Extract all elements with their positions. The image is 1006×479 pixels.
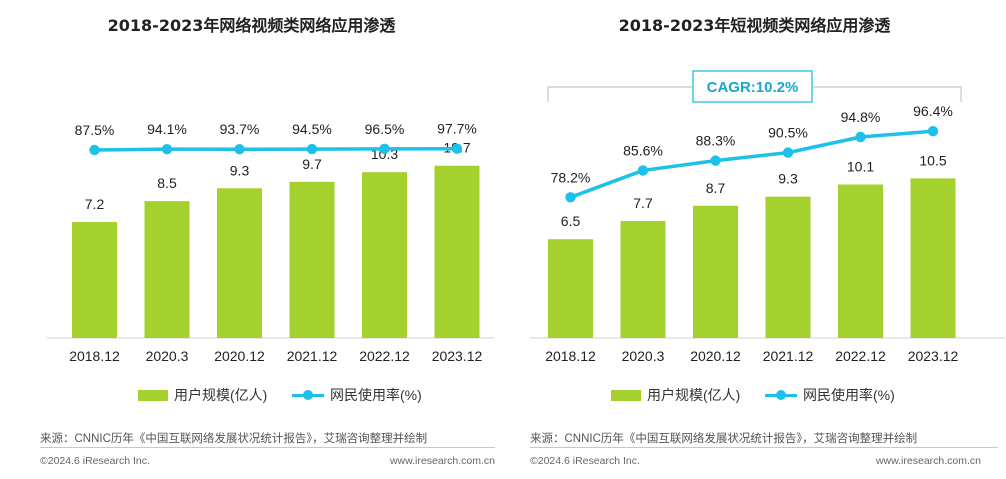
bar-value-label: 10.5: [919, 152, 946, 168]
legend-item-users: 用户规模(亿人): [138, 385, 267, 405]
rate-value-label: 96.5%: [365, 121, 405, 137]
footer-divider: [530, 447, 998, 448]
bar-2021.12: [765, 196, 811, 338]
rate-point: [782, 147, 794, 158]
x-tick-label: 2020.12: [690, 348, 741, 364]
rate-point: [451, 143, 463, 154]
rate-value-label: 94.8%: [841, 109, 881, 125]
chart-panel-video: 2018-2023年网络视频类网络应用渗透 7.2 2018.12 8.5 2020.…: [0, 16, 503, 467]
rate-value-label: 85.6%: [623, 142, 663, 158]
rate-value-label: 94.5%: [292, 121, 332, 137]
website-link[interactable]: www.iresearch.com.cn: [389, 455, 495, 467]
legend-item-rate: 网民使用率(%): [765, 385, 895, 405]
bar-value-label: 10.1: [847, 158, 874, 174]
rate-value-label: 87.5%: [75, 122, 115, 138]
bar-2020.12: [217, 188, 262, 338]
footer-divider: [40, 447, 495, 448]
bar-2020.3: [144, 201, 190, 338]
bar-value-label: 8.5: [157, 175, 177, 191]
x-tick-label: 2020.12: [214, 348, 265, 364]
x-tick-label: 2023.12: [908, 348, 959, 364]
chart-panel-short-video: 2018-2023年短视频类网络应用渗透 6.5 2018.12 7.7 2020.3…: [503, 0, 1006, 479]
rate-value-label: 96.4%: [913, 103, 953, 119]
rate-point: [161, 143, 173, 155]
rate-point: [855, 131, 866, 143]
x-tick-label: 2018.12: [545, 348, 596, 364]
rate-line: [569, 129, 934, 199]
bar-value-label: 8.7: [706, 180, 726, 196]
rate-value-label: 97.7%: [437, 121, 477, 137]
cagr-label: CAGR:10.2%: [707, 79, 799, 96]
bar-2021.12: [289, 181, 335, 338]
rate-point: [565, 192, 576, 203]
x-tick-label: 2020.3: [622, 348, 665, 364]
bar-value-label: 9.3: [230, 162, 250, 178]
x-tick-label: 2023.12: [432, 348, 483, 364]
cagr-box: [692, 70, 813, 103]
rate-value-label: 88.3%: [696, 133, 736, 149]
legend: 用户规模(亿人) 网民使用率(%): [0, 385, 503, 405]
bar-2022.12: [362, 172, 407, 338]
rate-point: [379, 143, 390, 155]
website-link[interactable]: www.iresearch.com.cn: [875, 455, 981, 467]
bar-value-label: 7.2: [85, 196, 105, 212]
legend-item-users: 用户规模(亿人): [611, 385, 740, 405]
bar-2022.12: [838, 184, 883, 338]
rate-line: [94, 146, 458, 152]
rate-value-label: 78.2%: [551, 169, 591, 185]
legend: 用户规模(亿人) 网民使用率(%): [503, 385, 1006, 405]
legend-label: 用户规模(亿人): [174, 387, 268, 403]
rate-value-label: 90.5%: [768, 125, 808, 141]
legend-label: 网民使用率(%): [803, 387, 895, 403]
x-tick-label: 2020.3: [146, 348, 189, 364]
bar-value-label: 9.7: [302, 156, 322, 172]
chart-plot: 7.22018.128.52020.39.32020.129.72021.121…: [47, 121, 494, 364]
bar-value-label: 9.3: [778, 171, 798, 187]
x-tick-label: 2022.12: [359, 348, 410, 364]
copyright: ©2024.6 iResearch Inc.: [530, 455, 640, 467]
rate-point: [710, 155, 721, 166]
legend-bar-swatch: [611, 389, 641, 401]
chart-title: 2018-2023年短视频类网络应用渗透: [618, 16, 891, 35]
bar-2020.12: [693, 205, 738, 338]
legend-label: 网民使用率(%): [330, 387, 422, 403]
bar-2018.12: [72, 222, 117, 338]
rate-value-label: 93.7%: [220, 121, 260, 137]
legend-line-swatch: [765, 389, 797, 401]
chart-title: 2018-2023年网络视频类网络应用渗透: [107, 16, 396, 35]
legend-item-rate: 网民使用率(%): [292, 385, 422, 405]
rate-point: [89, 144, 100, 156]
rate-point: [637, 165, 649, 176]
bar-2020.3: [620, 220, 666, 338]
rate-value-label: 94.1%: [147, 121, 187, 137]
x-tick-label: 2018.12: [69, 348, 120, 364]
copyright: ©2024.6 iResearch Inc.: [40, 455, 150, 467]
legend-label: 用户规模(亿人): [647, 387, 741, 403]
bar-value-label: 7.7: [633, 195, 653, 211]
chart-plot: 6.5 2018.12 7.7 2020.3 8.7 2020.12 9.3 2021.12 1…: [530, 70, 1005, 364]
x-tick-label: 2021.12: [287, 348, 338, 364]
rate-point: [927, 126, 939, 137]
x-tick-label: 2022.12: [835, 348, 886, 364]
bar-2023.12: [910, 178, 956, 338]
bar-2023.12: [434, 165, 480, 338]
source-note: 来源：CNNIC历年《中国互联网络发展状况统计报告》，艾瑞咨询整理并绘制: [40, 433, 428, 445]
legend-line-swatch: [292, 389, 324, 401]
legend-bar-swatch: [138, 389, 168, 401]
bar-2018.12: [548, 239, 593, 338]
x-tick-label: 2021.12: [763, 348, 814, 364]
rate-point: [306, 143, 318, 155]
rate-point: [234, 144, 245, 155]
source-note: 来源：CNNIC历年《中国互联网络发展状况统计报告》，艾瑞咨询整理并绘制: [530, 433, 918, 445]
bar-value-label: 6.5: [561, 213, 581, 229]
